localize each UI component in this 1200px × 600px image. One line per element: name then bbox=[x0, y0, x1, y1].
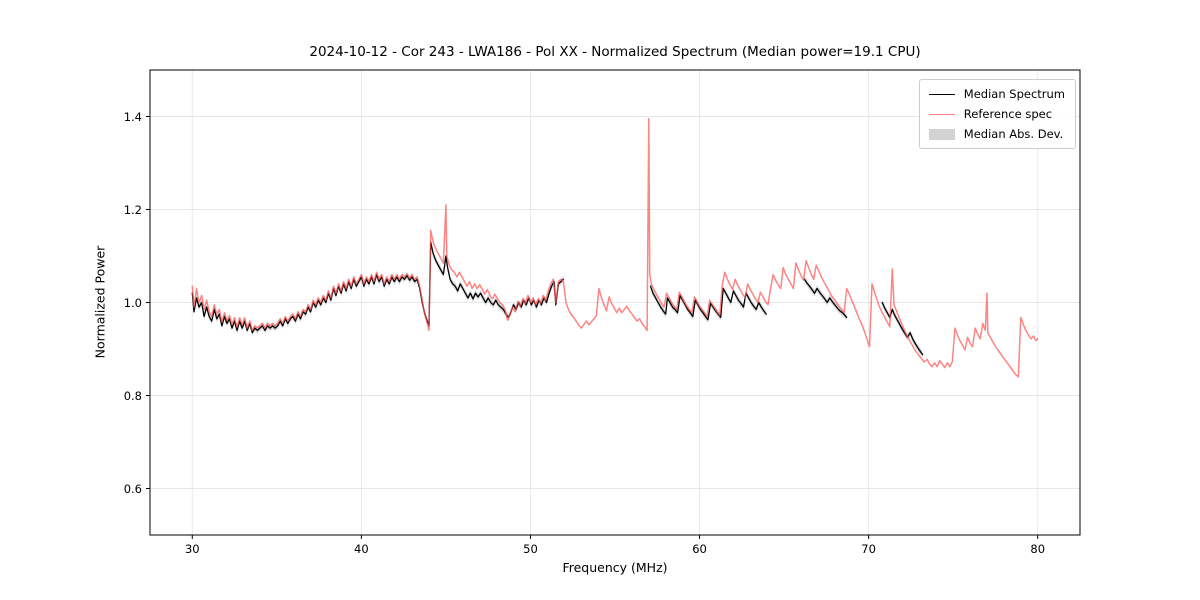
x-tick-label: 60 bbox=[692, 542, 707, 556]
x-tick-label: 50 bbox=[523, 542, 538, 556]
x-tick-label: 70 bbox=[861, 542, 876, 556]
reference-line-swatch-icon bbox=[928, 113, 955, 115]
y-tick-label: 1.0 bbox=[123, 295, 142, 310]
legend-label-mad: Median Abs. Dev. bbox=[963, 127, 1064, 141]
median-line-swatch-icon bbox=[928, 93, 955, 95]
y-tick-label: 0.8 bbox=[123, 388, 142, 403]
x-axis-label: Frequency (MHz) bbox=[562, 560, 668, 575]
legend-label-reference: Reference spec bbox=[963, 107, 1053, 121]
x-tick-label: 40 bbox=[354, 542, 369, 556]
y-tick-label: 0.6 bbox=[123, 481, 142, 496]
legend: Median Spectrum Reference spec Median Ab… bbox=[918, 79, 1076, 149]
chart-title: 2024-10-12 - Cor 243 - LWA186 - Pol XX -… bbox=[309, 44, 921, 60]
mad-patch-swatch-icon bbox=[928, 128, 955, 140]
y-tick-label: 1.2 bbox=[123, 202, 142, 217]
legend-label-median: Median Spectrum bbox=[963, 87, 1065, 101]
x-tick-label: 80 bbox=[1030, 542, 1046, 556]
legend-entry-mad: Median Abs. Dev. bbox=[928, 127, 1065, 141]
legend-entry-reference: Reference spec bbox=[928, 107, 1065, 121]
x-tick-label: 30 bbox=[184, 542, 200, 556]
y-tick-label: 1.4 bbox=[123, 109, 142, 124]
legend-entry-median: Median Spectrum bbox=[928, 87, 1065, 101]
